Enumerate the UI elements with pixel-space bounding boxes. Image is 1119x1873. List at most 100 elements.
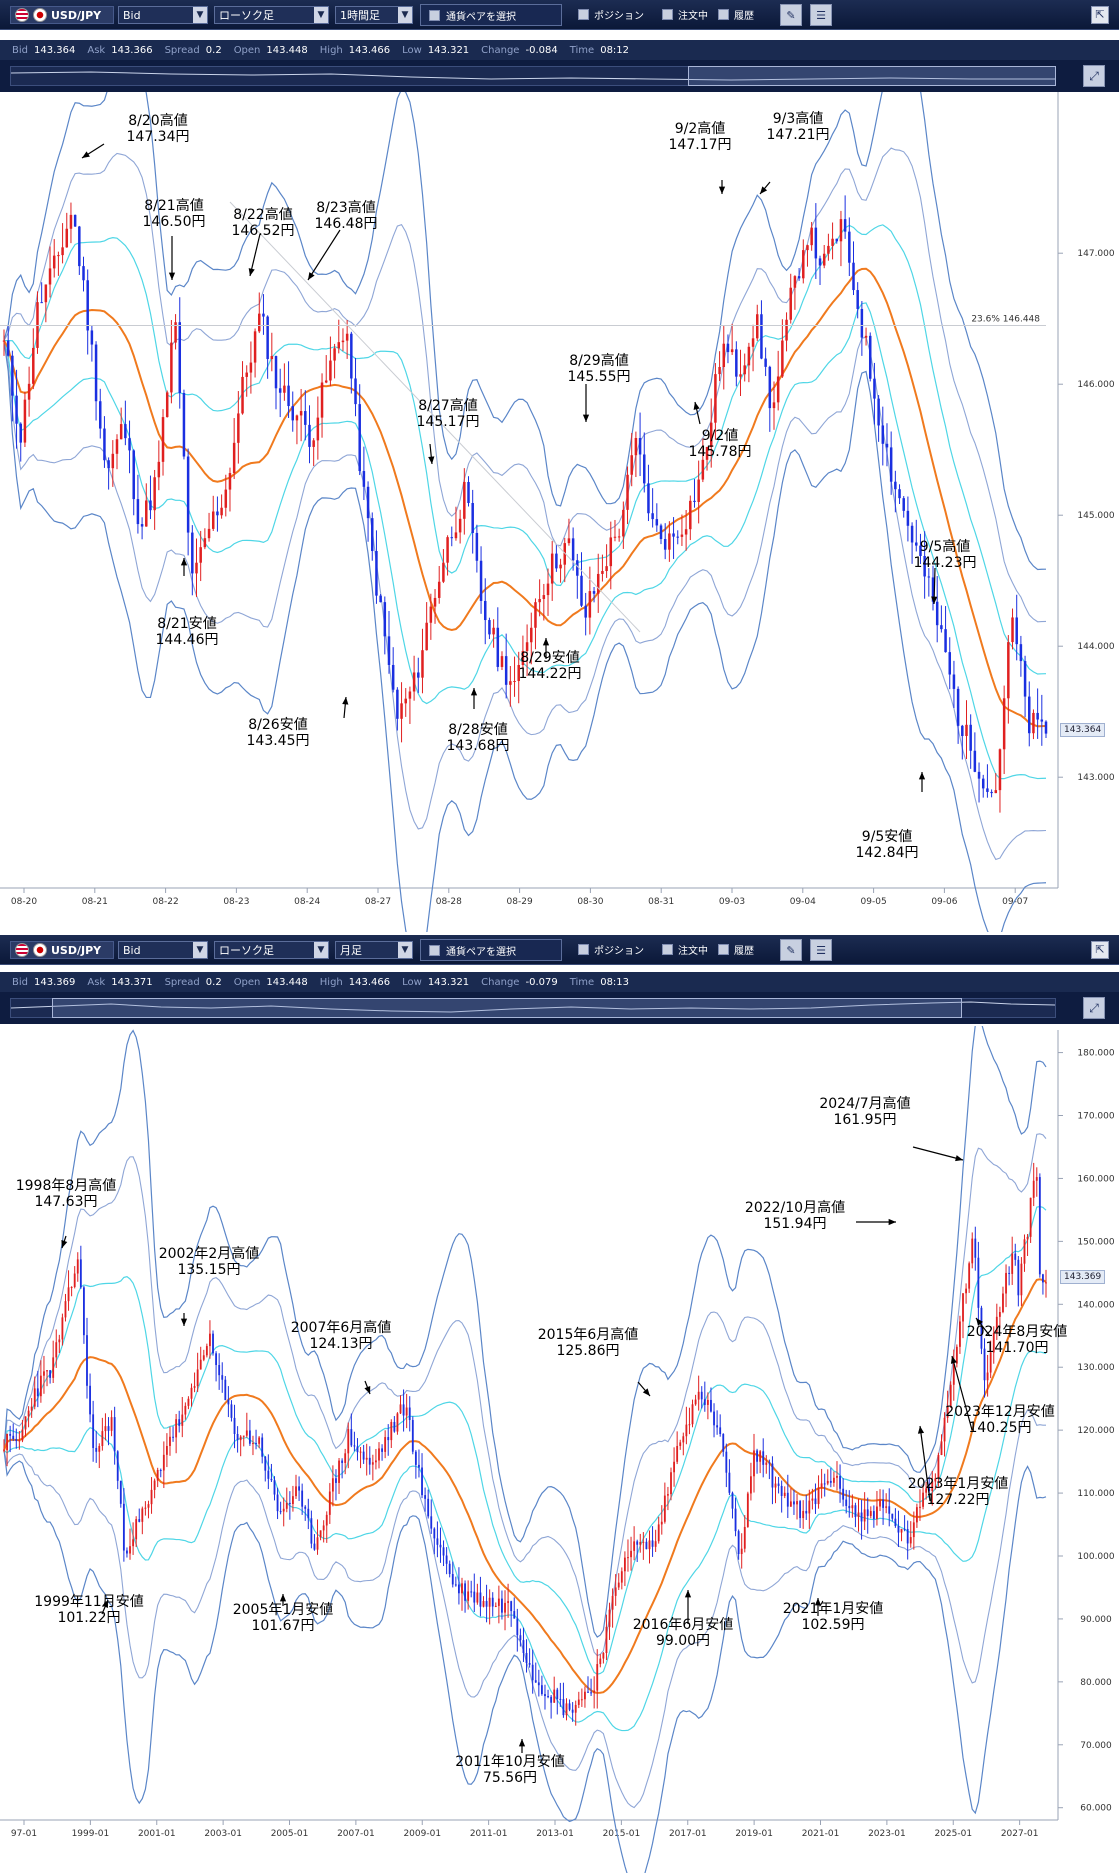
candle-body [464,1583,466,1601]
candle-body [802,250,805,279]
candle-body [977,771,981,779]
candle-body [285,1502,288,1509]
navigator-track[interactable] [10,66,1056,86]
candle-body [178,322,182,393]
history-toggle[interactable]: 履歴 [718,942,754,957]
annotation-label: 2023年12月安値 140.25円 [945,1404,1055,1436]
settings-list-icon[interactable]: ☰ [810,4,832,26]
candle-body [245,372,248,377]
candle-body [965,1288,968,1294]
candle-body [337,342,341,349]
chart-navigator[interactable]: ⤢ [0,60,1119,92]
candle-body [494,1605,497,1607]
annotation-label: 2005年1月安値 101.67円 [232,1602,334,1634]
draw-tool-icon[interactable]: ✎ [780,939,802,961]
candle-body [216,511,219,516]
navigator-expand-icon[interactable]: ⤢ [1083,65,1105,87]
candle-body [663,1495,666,1522]
timeframe-dropdown[interactable]: 月足 ▼ [335,941,413,959]
position-label: ポジション [594,11,644,22]
annotation-arrowhead [248,268,255,276]
candle-body [324,380,328,383]
candle-body [411,1420,414,1452]
candle-body [647,483,650,514]
position-toggle[interactable]: ポジション [578,7,644,22]
candle-body [547,1696,549,1698]
candle-body [33,1388,36,1407]
candle-body [353,1445,356,1447]
annotation-label: 9/2高値 147.17円 [668,121,732,153]
history-toggle[interactable]: 履歴 [718,7,754,22]
candle-body [387,636,391,665]
candle-body [169,1436,171,1446]
price-tick-label: 90.000 [1080,1615,1112,1625]
collapse-icon[interactable]: ⇱ [1091,6,1109,24]
candle-body [961,725,964,737]
bollinger-band-2sigma-upper [3,1133,1047,1657]
candle-body [694,1399,697,1405]
candle-body [860,1512,863,1522]
candle-body [1032,712,1035,734]
candle-body [718,366,721,375]
chart-type-dropdown[interactable]: ローソク足 ▼ [214,941,329,959]
low-label: Low [402,976,422,988]
candle-body [599,1658,602,1665]
navigator-selection[interactable] [688,66,1056,86]
timeframe-dropdown[interactable]: 1時間足 ▼ [335,6,413,24]
annotation-label: 9/5高値 144.23円 [913,539,977,571]
symbol-selector[interactable]: USD/JPY [10,6,114,24]
checkbox-icon [578,944,589,955]
candle-body [944,629,947,653]
candle-body [107,460,110,469]
candle-body [679,1442,682,1446]
candle-body [242,1435,245,1437]
candle-body [64,1301,67,1318]
price-type-dropdown[interactable]: Bid ▼ [118,6,208,24]
draw-tool-icon[interactable]: ✎ [780,4,802,26]
open-label: Open [233,976,261,988]
candle-body [580,575,583,606]
monthly-candlestick-chart[interactable]: 60.000 70.000 80.000 90.000 100.000 110.000 12… [0,1026,1119,1873]
candle-body [473,1591,476,1603]
pair-select-label: 通貨ペアを選択 [446,946,516,958]
time-tick-label: 08-21 [82,897,108,907]
candle-body [1007,642,1010,699]
collapse-icon[interactable]: ⇱ [1091,941,1109,959]
candle-body [165,1445,168,1455]
annotation-arrow [919,1425,931,1502]
price-tick-label: 60.000 [1080,1804,1112,1814]
navigator-selection[interactable] [52,998,962,1018]
candle-body [940,625,943,630]
pair-select-button[interactable]: 通貨ペアを選択 [420,939,562,961]
annotation-label: 2016年6月安値 99.00円 [632,1617,734,1649]
candle-body [672,533,675,537]
candle-body [605,566,608,572]
candle-body [310,1518,313,1544]
chart-type-dropdown[interactable]: ローソク足 ▼ [214,6,329,24]
hourly-candlestick-chart[interactable]: 143.000 144.000 145.000 146.000 147.000 08-20… [0,92,1119,932]
candle-body [645,1541,648,1550]
symbol-selector[interactable]: USD/JPY [10,941,114,959]
fibonacci-label: 23.6% 146.448 [971,315,1040,325]
candle-body [507,1601,510,1603]
position-toggle[interactable]: ポジション [578,942,644,957]
candle-body [279,1511,282,1513]
candle-body [457,1584,460,1594]
pair-select-button[interactable]: 通貨ペアを選択 [420,4,562,26]
orders-toggle[interactable]: 注文中 [662,7,708,22]
candle-body [764,358,767,367]
candle-body [654,1541,657,1547]
price-type-dropdown[interactable]: Bid ▼ [118,941,208,959]
candle-body [1040,719,1044,722]
annotation-label: 1999年11月安値 101.22円 [34,1594,144,1626]
candle-body [140,524,144,527]
navigator-expand-icon[interactable]: ⤢ [1083,997,1105,1019]
candle-body [534,1680,537,1683]
annotation-arrowhead [470,688,478,696]
candle-body [1038,1177,1041,1275]
candle-body [274,356,278,389]
chart-navigator[interactable]: ⤢ [0,992,1119,1024]
orders-toggle[interactable]: 注文中 [662,942,708,957]
settings-list-icon[interactable]: ☰ [810,939,832,961]
candle-body [848,231,851,263]
